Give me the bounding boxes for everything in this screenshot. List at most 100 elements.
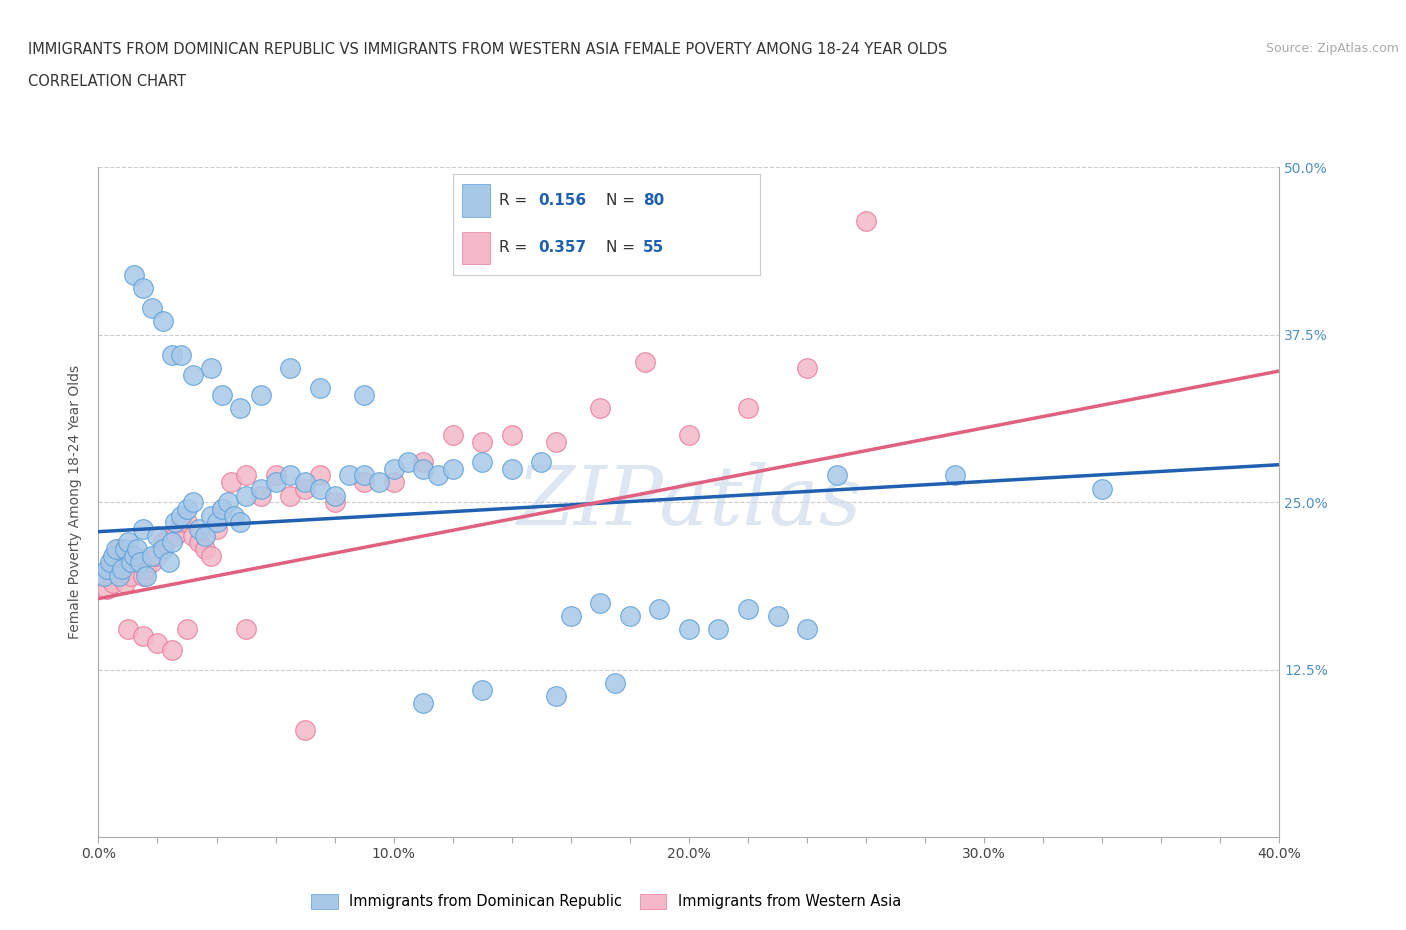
Point [105, 541, 128, 556]
Point [146, 528, 169, 543]
Point [501, 461, 523, 476]
Point [211, 388, 233, 403]
Point [176, 622, 198, 637]
Point [205, 515, 228, 530]
Point [250, 488, 273, 503]
Point [98, 555, 121, 570]
Point [294, 474, 316, 489]
Point [353, 468, 375, 483]
Point [170, 515, 193, 530]
Point [170, 348, 193, 363]
Point [132, 522, 155, 537]
Point [619, 608, 641, 623]
Point [176, 501, 198, 516]
Point [678, 622, 700, 637]
Point [111, 562, 134, 577]
Point [98, 562, 121, 577]
Point [235, 488, 257, 503]
Point [135, 562, 157, 577]
Point [135, 568, 157, 583]
Point [152, 535, 174, 550]
Point [162, 535, 183, 550]
Point [211, 501, 233, 516]
Point [217, 495, 239, 510]
Point [157, 555, 180, 570]
Point [200, 549, 222, 564]
Point [229, 515, 252, 530]
Point [530, 455, 553, 470]
Point [501, 428, 523, 443]
Point [368, 474, 391, 489]
Point [132, 568, 155, 583]
Point [152, 314, 174, 329]
Point [162, 348, 183, 363]
Point [648, 602, 671, 617]
Point [382, 474, 405, 489]
Point [707, 622, 730, 637]
Point [122, 267, 145, 282]
Point [146, 549, 169, 564]
Point [141, 555, 163, 570]
Point [278, 488, 302, 503]
Point [181, 528, 204, 543]
Point [111, 562, 134, 577]
Point [117, 622, 139, 637]
Point [194, 541, 217, 556]
Point [120, 555, 142, 570]
Point [560, 608, 582, 623]
Point [170, 508, 193, 523]
Point [427, 468, 450, 483]
Point [382, 461, 405, 476]
Point [471, 683, 494, 698]
Point [128, 555, 150, 570]
Point [165, 528, 187, 543]
Legend: Immigrants from Dominican Republic, Immigrants from Western Asia: Immigrants from Dominican Republic, Immi… [304, 887, 908, 917]
Point [323, 488, 346, 503]
Point [589, 401, 612, 416]
Point [309, 468, 332, 483]
Point [152, 541, 174, 556]
Point [250, 388, 273, 403]
Point [855, 214, 877, 229]
Point [235, 468, 257, 483]
Point [141, 549, 163, 564]
Point [108, 541, 131, 556]
Text: CORRELATION CHART: CORRELATION CHART [28, 74, 186, 89]
Point [96, 582, 118, 597]
Point [412, 461, 434, 476]
Point [309, 482, 332, 497]
Y-axis label: Female Poverty Among 18-24 Year Olds: Female Poverty Among 18-24 Year Olds [69, 365, 83, 639]
Point [122, 549, 145, 564]
Point [737, 401, 759, 416]
Point [120, 568, 142, 583]
Point [678, 428, 700, 443]
Point [93, 568, 115, 583]
Point [224, 508, 246, 523]
Point [766, 608, 789, 623]
Point [125, 541, 148, 556]
Point [176, 515, 198, 530]
Point [114, 575, 136, 590]
Point [187, 522, 209, 537]
Point [194, 528, 217, 543]
Point [396, 455, 419, 470]
Point [1091, 482, 1114, 497]
Point [200, 361, 222, 376]
Point [132, 629, 155, 644]
Point [825, 468, 848, 483]
Point [205, 522, 228, 537]
Point [441, 461, 464, 476]
Point [181, 495, 204, 510]
Point [132, 281, 155, 296]
Point [353, 474, 375, 489]
Text: IMMIGRANTS FROM DOMINICAN REPUBLIC VS IMMIGRANTS FROM WESTERN ASIA FEMALE POVERT: IMMIGRANTS FROM DOMINICAN REPUBLIC VS IM… [28, 42, 948, 57]
Point [309, 381, 332, 396]
Point [117, 555, 139, 570]
Point [589, 595, 612, 610]
Point [412, 455, 434, 470]
Point [633, 354, 655, 369]
Point [146, 635, 169, 650]
Point [339, 468, 360, 483]
Point [117, 535, 139, 550]
Point [412, 696, 434, 711]
